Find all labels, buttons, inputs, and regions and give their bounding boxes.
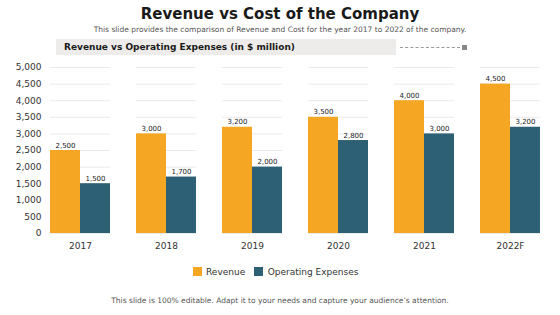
- svg-text:2,800: 2,800: [343, 132, 363, 140]
- html-text:Revenue vs Cost of the Company: Revenue vs Cost of the Company: [140, 5, 420, 23]
- svg-text:3,200: 3,200: [515, 118, 535, 126]
- html-text:Operating Expenses: Operating Expenses: [267, 266, 359, 277]
- html-text:Revenue: Revenue: [206, 266, 246, 277]
- svg-text:1,000: 1,000: [16, 195, 42, 205]
- svg-text:4,000: 4,000: [16, 96, 42, 106]
- svg-text:1,500: 1,500: [85, 175, 105, 183]
- svg-text:2020: 2020: [327, 241, 350, 251]
- svg-text:2021: 2021: [413, 241, 436, 251]
- svg-text:0: 0: [36, 228, 42, 238]
- svg-text:2,000: 2,000: [257, 158, 277, 166]
- svg-text:3,200: 3,200: [227, 118, 247, 126]
- svg-text:3,500: 3,500: [313, 108, 333, 116]
- svg-text:3,000: 3,000: [141, 125, 161, 133]
- svg-text:2,500: 2,500: [55, 142, 75, 150]
- svg-text:5,000: 5,000: [16, 62, 42, 72]
- svg-text:2,000: 2,000: [16, 162, 42, 172]
- svg-text:2019: 2019: [241, 241, 264, 251]
- svg-text:3,000: 3,000: [16, 129, 42, 139]
- svg-text:4,000: 4,000: [399, 92, 419, 100]
- svg-text:3,500: 3,500: [16, 112, 42, 122]
- html-text:This slide is 100% editable. A: This slide is 100% editable. Adapt it to…: [111, 295, 449, 305]
- svg-text:3,000: 3,000: [429, 125, 449, 133]
- svg-text:4,500: 4,500: [485, 75, 505, 83]
- svg-text:2,500: 2,500: [16, 145, 42, 155]
- svg-text:1,700: 1,700: [171, 168, 191, 176]
- svg-text:500: 500: [24, 212, 41, 222]
- svg-text:1,500: 1,500: [16, 179, 42, 189]
- svg-text:4,500: 4,500: [16, 79, 42, 89]
- svg-text:2017: 2017: [69, 241, 92, 251]
- html-text:This slide provides the compar: This slide provides the comparison of Re…: [93, 25, 467, 34]
- html-text:Revenue vs Operating Expenses: Revenue vs Operating Expenses (in $ mill…: [64, 42, 295, 52]
- svg-text:2018: 2018: [155, 241, 178, 251]
- svg-text:2022F: 2022F: [496, 241, 524, 251]
